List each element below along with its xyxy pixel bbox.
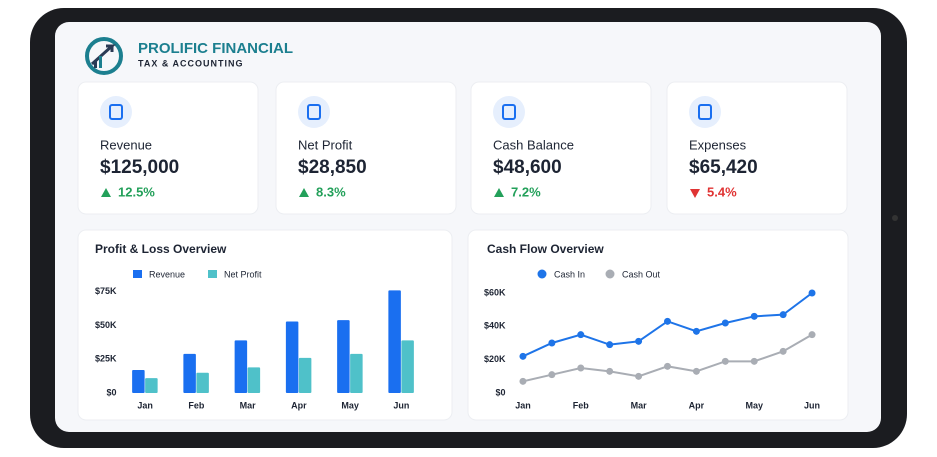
- trend-arrow: [690, 189, 700, 198]
- bar: [337, 320, 350, 393]
- brand-tagline: TAX & ACCOUNTING: [138, 58, 244, 68]
- brand-name: PROLIFIC FINANCIAL: [138, 40, 293, 57]
- legend-swatch: [133, 270, 142, 278]
- bar: [247, 367, 261, 393]
- x-tick-label: Jan: [515, 400, 531, 410]
- legend-label: Revenue: [149, 269, 185, 279]
- kpi-value: $65,420: [689, 157, 758, 178]
- legend-label: Net Profit: [224, 269, 262, 279]
- y-tick-label: $75K: [95, 286, 117, 296]
- legend-swatch: [537, 269, 547, 279]
- trend-arrow: [494, 188, 504, 197]
- kpi-change: 5.4%: [707, 184, 737, 199]
- kpi-value: $28,850: [298, 157, 367, 178]
- legend-label: Cash In: [554, 269, 585, 279]
- point: [519, 352, 527, 360]
- x-tick-label: Mar: [631, 400, 648, 410]
- bar: [298, 357, 312, 393]
- point: [808, 289, 816, 297]
- kpi-change: 12.5%: [118, 184, 155, 199]
- x-tick-label: Jun: [393, 400, 409, 410]
- point: [779, 311, 787, 319]
- y-tick-label: $0: [106, 387, 116, 397]
- kpi-icon-glyph: [307, 104, 321, 120]
- point: [606, 367, 614, 375]
- y-tick-label: $60K: [484, 287, 506, 297]
- chart-title: Cash Flow Overview: [487, 242, 604, 256]
- point: [664, 362, 671, 370]
- x-tick-label: Feb: [188, 400, 205, 410]
- bar: [350, 353, 363, 393]
- bar: [234, 340, 248, 393]
- kpi-icon-glyph: [698, 104, 712, 120]
- kpi-icon: [298, 96, 330, 128]
- x-tick-label: Jun: [804, 400, 820, 410]
- bar: [145, 378, 158, 393]
- x-tick-label: Apr: [291, 400, 307, 410]
- trend-arrow: [299, 188, 309, 197]
- x-tick-label: May: [745, 400, 763, 410]
- point: [664, 317, 671, 325]
- kpi-row: Revenue $125,000 12.5% Net Profit $28,850 8.3…: [77, 81, 848, 215]
- legend-swatch: [605, 269, 615, 279]
- x-tick-label: Apr: [689, 400, 705, 410]
- kpi-icon: [100, 96, 132, 128]
- kpi-value: $48,600: [493, 157, 562, 178]
- kpi-label: Revenue: [100, 137, 152, 152]
- point: [692, 327, 700, 335]
- trend-arrow: [101, 188, 111, 197]
- bar: [183, 353, 196, 393]
- point: [548, 371, 556, 379]
- point: [721, 319, 729, 327]
- point: [750, 312, 758, 320]
- point: [548, 339, 556, 347]
- logo: [85, 37, 123, 75]
- kpi-change: 7.2%: [511, 184, 541, 199]
- x-tick-label: Feb: [573, 400, 590, 410]
- bar: [285, 321, 299, 393]
- chart-title: Profit & Loss Overview: [95, 242, 227, 256]
- point: [635, 372, 643, 380]
- point: [779, 347, 787, 355]
- point: [519, 377, 527, 385]
- point: [750, 357, 758, 365]
- camera: [892, 215, 898, 221]
- kpi-icon: [493, 96, 525, 128]
- point: [577, 331, 585, 339]
- bar: [388, 290, 401, 393]
- x-tick-label: May: [341, 400, 359, 410]
- point: [606, 341, 614, 349]
- point: [721, 357, 729, 365]
- kpi-icon: [689, 96, 721, 128]
- y-tick-label: $20K: [484, 354, 506, 364]
- chart-card: [467, 229, 849, 421]
- kpi-value: $125,000: [100, 157, 179, 178]
- point: [808, 331, 816, 339]
- kpi-icon-glyph: [109, 104, 123, 120]
- kpi-icon-glyph: [502, 104, 516, 120]
- x-tick-label: Jan: [137, 400, 153, 410]
- x-tick-label: Mar: [240, 400, 257, 410]
- y-tick-label: $25K: [95, 354, 117, 364]
- legend-swatch: [208, 270, 217, 278]
- bar: [196, 372, 209, 393]
- legend-label: Cash Out: [622, 269, 661, 279]
- point: [635, 337, 643, 345]
- y-tick-label: $50K: [95, 320, 117, 330]
- point: [692, 367, 700, 375]
- point: [577, 364, 585, 372]
- kpi-change: 8.3%: [316, 184, 346, 199]
- kpi-label: Expenses: [689, 137, 747, 152]
- kpi-label: Cash Balance: [493, 137, 574, 152]
- y-tick-label: $0: [495, 387, 505, 397]
- bar: [401, 340, 414, 393]
- kpi-label: Net Profit: [298, 137, 353, 152]
- bar: [132, 370, 145, 393]
- y-tick-label: $40K: [484, 321, 506, 331]
